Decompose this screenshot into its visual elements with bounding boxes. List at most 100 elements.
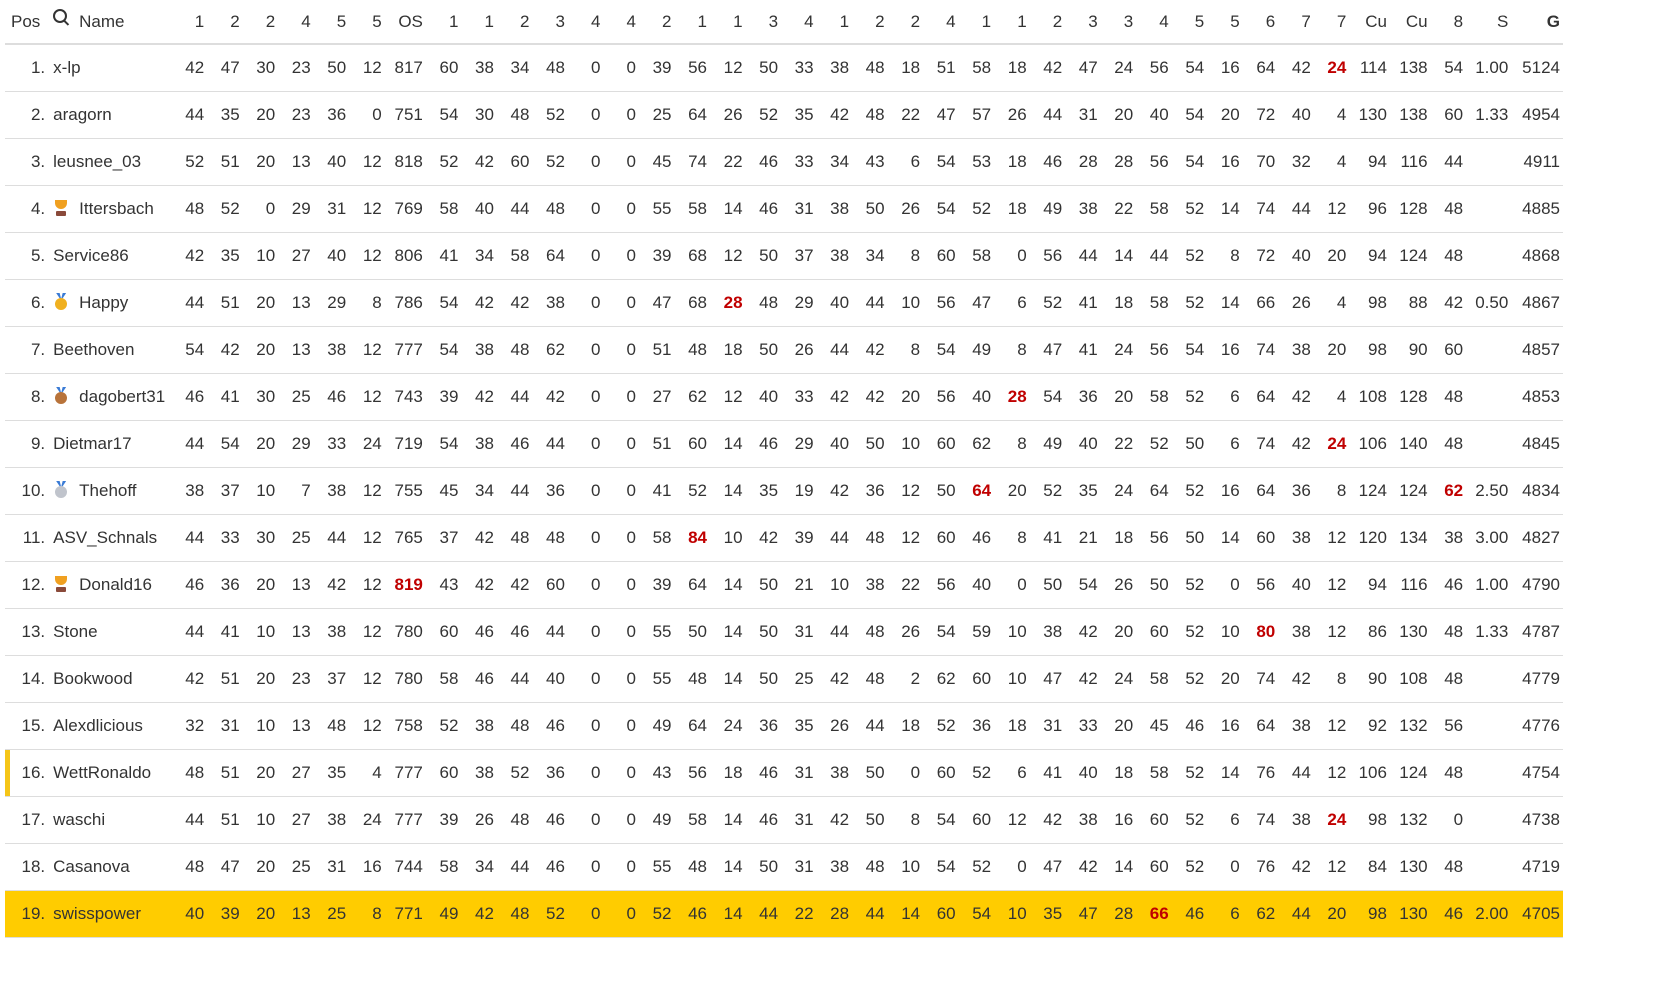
player-name-cell[interactable]: Stone: [45, 608, 172, 656]
table-row[interactable]: 7. Beethoven 54 42 20 13 38 12 777 54 38 48 62 0 0 51 48…: [5, 326, 1563, 374]
table-row[interactable]: 9. Dietmar17 44 54 20 29 33 24 719 54 38 46 44 0 0 51 60…: [5, 420, 1563, 468]
column-header[interactable]: 2: [1029, 0, 1066, 45]
player-name[interactable]: Ittersbach: [79, 199, 154, 218]
player-name[interactable]: x-lp: [53, 58, 81, 77]
column-header[interactable]: 4: [603, 0, 639, 45]
column-header[interactable]: 1: [816, 0, 853, 45]
player-name-cell[interactable]: waschi: [45, 796, 172, 844]
column-header[interactable]: 2: [207, 0, 243, 45]
column-header[interactable]: OS: [384, 0, 426, 45]
player-name[interactable]: Dietmar17: [53, 434, 132, 453]
column-header[interactable]: 3: [532, 0, 568, 45]
column-header[interactable]: 4: [567, 0, 604, 45]
table-row[interactable]: 13. Stone 44 41 10 13 38 12 780 60 46 46 44 0 0 55 50 14 5…: [5, 608, 1563, 656]
column-header[interactable]: 5: [313, 0, 350, 45]
column-header[interactable]: 2: [496, 0, 533, 45]
search-icon[interactable]: [53, 8, 68, 23]
column-header[interactable]: 1: [425, 0, 462, 45]
table-row[interactable]: 18. Casanova 48 47 20 25 31 16 744 58 34 44 46 0 0 55 48…: [5, 843, 1563, 891]
column-header[interactable]: 2: [242, 0, 279, 45]
column-header[interactable]: 2: [852, 0, 888, 45]
player-name-cell[interactable]: swisspower: [45, 890, 172, 938]
table-row[interactable]: 3. leusnee_03 52 51 20 13 40 12 818 52 42 60 52 0 0 45 7…: [5, 138, 1563, 186]
table-row[interactable]: 16. WettRonaldo 48 51 20 27 35 4 777 60 38 52 36 0 0 43…: [5, 749, 1563, 797]
column-header[interactable]: 5: [1171, 0, 1208, 45]
table-row[interactable]: 5. Service86 42 35 10 27 40 12 806 41 34 58 64 0 0 39 68…: [5, 232, 1563, 280]
column-header[interactable]: Cu: [1389, 0, 1431, 45]
column-header[interactable]: 1: [461, 0, 497, 45]
table-row[interactable]: 17. waschi 44 51 10 27 38 24 777 39 26 48 46 0 0 49 58 14…: [5, 796, 1563, 844]
column-header[interactable]: 1: [994, 0, 1030, 45]
column-header[interactable]: 5: [1207, 0, 1243, 45]
player-name[interactable]: ASV_Schnals: [53, 528, 158, 547]
table-row[interactable]: 15. Alexdlicious 32 31 10 13 48 12 758 52 38 48 46 0 0…: [5, 702, 1563, 750]
player-name-cell[interactable]: Alexdlicious: [45, 702, 172, 750]
player-name[interactable]: waschi: [53, 810, 106, 829]
player-name-cell[interactable]: Donald16: [45, 561, 172, 609]
player-name[interactable]: Bookwood: [53, 669, 133, 688]
column-header[interactable]: 1: [710, 0, 746, 45]
pos-header[interactable]: Pos: [5, 0, 46, 45]
column-header[interactable]: 2: [638, 0, 675, 45]
column-header[interactable]: 1: [674, 0, 711, 45]
table-row[interactable]: 12. Donald16 46 36 20 13 42 12 819 43 42 42 60 0 0 39 64…: [5, 561, 1563, 609]
table-row[interactable]: 6. Happy 44 51 20 13 29 8 786 54 42 42 38 0 0 47 68 28 48 2…: [5, 279, 1563, 327]
player-name[interactable]: Beethoven: [53, 340, 135, 359]
column-header[interactable]: Cu: [1349, 0, 1390, 45]
player-name-cell[interactable]: Service86: [45, 232, 172, 280]
column-header[interactable]: 7: [1313, 0, 1350, 45]
table-row-current-user[interactable]: 19. swisspower 40 39 20 13 25 8 771 49 42 48 52 0 0 52 4…: [5, 890, 1563, 938]
player-name[interactable]: Casanova: [53, 857, 130, 876]
column-header[interactable]: 7: [1278, 0, 1314, 45]
score-cell: 44: [171, 91, 208, 139]
table-row[interactable]: 1. x-lp 42 47 30 23 50 12 817 60 38 34 48 0 0 39 56 12 50 3…: [5, 44, 1563, 92]
player-name-cell[interactable]: WettRonaldo: [45, 749, 172, 797]
table-row[interactable]: 2. aragorn 44 35 20 23 36 0 751 54 30 48 52 0 0 25 64 26 5…: [5, 91, 1563, 139]
player-name[interactable]: Stone: [53, 622, 98, 641]
column-header[interactable]: 4: [781, 0, 817, 45]
player-name-cell[interactable]: x-lp: [45, 44, 172, 92]
player-name[interactable]: Thehoff: [79, 481, 137, 500]
player-name[interactable]: Donald16: [79, 575, 152, 594]
player-name[interactable]: leusnee_03: [53, 152, 142, 171]
player-name[interactable]: Happy: [79, 293, 129, 312]
column-header[interactable]: 1: [171, 0, 208, 45]
player-name[interactable]: dagobert31: [79, 387, 166, 406]
column-header[interactable]: S: [1466, 0, 1512, 45]
column-header[interactable]: 3: [1100, 0, 1137, 45]
table-row[interactable]: 14. Bookwood 42 51 20 23 37 12 780 58 46 44 40 0 0 55 48…: [5, 655, 1563, 703]
column-header[interactable]: 4: [278, 0, 314, 45]
player-name-cell[interactable]: aragorn: [45, 91, 172, 139]
column-header[interactable]: 8: [1430, 0, 1467, 45]
player-name[interactable]: WettRonaldo: [53, 763, 152, 782]
player-name-cell[interactable]: Thehoff: [45, 467, 172, 515]
table-row[interactable]: 10. Thehoff 38 37 10 7 38 12 755 45 34 44 36 0 0 41 52 14…: [5, 467, 1563, 515]
position: 14.: [5, 655, 46, 703]
column-header[interactable]: 2: [887, 0, 924, 45]
table-row[interactable]: 4. Ittersbach 48 52 0 29 31 12 769 58 40 44 48 0 0 55 58…: [5, 185, 1563, 233]
player-name-cell[interactable]: Beethoven: [45, 326, 172, 374]
player-name-cell[interactable]: Bookwood: [45, 655, 172, 703]
table-row[interactable]: 11. ASV_Schnals 44 33 30 25 44 12 765 37 42 48 48 0 0 5…: [5, 514, 1563, 562]
player-name-cell[interactable]: Casanova: [45, 843, 172, 891]
column-header[interactable]: 4: [1136, 0, 1172, 45]
column-header[interactable]: G: [1511, 0, 1563, 45]
table-row[interactable]: 8. dagobert31 46 41 30 25 46 12 743 39 42 44 42 0 0 27 6…: [5, 373, 1563, 421]
player-name[interactable]: Alexdlicious: [53, 716, 143, 735]
player-name-cell[interactable]: ASV_Schnals: [45, 514, 172, 562]
player-name[interactable]: aragorn: [53, 105, 112, 124]
column-header[interactable]: 3: [745, 0, 782, 45]
name-header[interactable]: Name: [45, 0, 172, 45]
player-name-cell[interactable]: leusnee_03: [45, 138, 172, 186]
player-name[interactable]: swisspower: [53, 904, 142, 923]
column-header[interactable]: 4: [923, 0, 959, 45]
column-header[interactable]: 5: [349, 0, 385, 45]
player-name-cell[interactable]: dagobert31: [45, 373, 172, 421]
column-header[interactable]: 3: [1065, 0, 1101, 45]
player-name[interactable]: Service86: [53, 246, 129, 265]
column-header[interactable]: 1: [958, 0, 995, 45]
player-name-cell[interactable]: Dietmar17: [45, 420, 172, 468]
column-header[interactable]: 6: [1242, 0, 1279, 45]
player-name-cell[interactable]: Happy: [45, 279, 172, 327]
player-name-cell[interactable]: Ittersbach: [45, 185, 172, 233]
